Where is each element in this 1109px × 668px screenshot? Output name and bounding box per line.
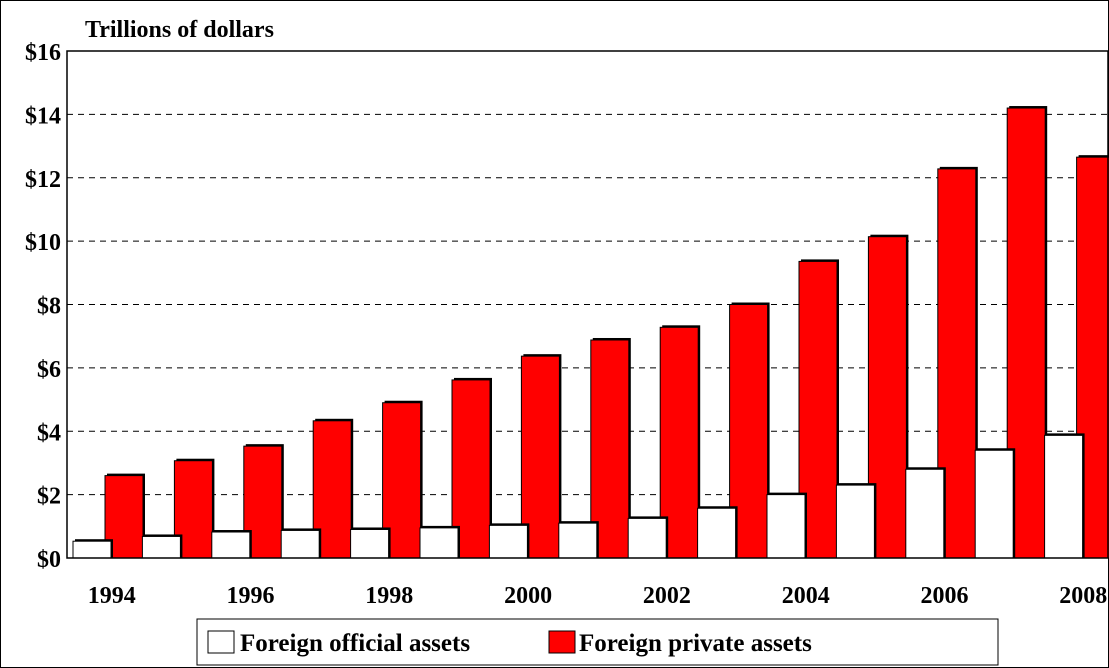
plot-area bbox=[66, 50, 1109, 559]
chart-title: Trillions of dollars bbox=[85, 17, 274, 43]
y-tick-label-2: $4 bbox=[37, 420, 61, 446]
bar-official-2004 bbox=[766, 494, 806, 559]
bar-official-2007 bbox=[974, 449, 1014, 559]
y-tick-label-6: $12 bbox=[25, 167, 61, 193]
bar-official-1994 bbox=[72, 540, 112, 559]
y-tick-label-3: $6 bbox=[37, 357, 61, 383]
y-tick-label-0: $0 bbox=[37, 547, 61, 573]
legend-swatch-official bbox=[207, 630, 235, 654]
y-tick-label-4: $8 bbox=[37, 294, 61, 320]
y-tick-label-7: $14 bbox=[25, 103, 61, 129]
bar-official-2003 bbox=[697, 507, 737, 559]
legend-label-private: Foreign private assets bbox=[579, 630, 812, 657]
x-tick-label-2006: 2006 bbox=[921, 583, 969, 609]
bar-official-1997 bbox=[280, 529, 320, 559]
x-tick-label-2004: 2004 bbox=[782, 583, 830, 609]
legend-box bbox=[196, 618, 999, 666]
bar-official-1996 bbox=[211, 531, 251, 559]
legend-swatch-private bbox=[548, 630, 576, 654]
bar-official-2000 bbox=[488, 524, 528, 559]
bars bbox=[72, 106, 1109, 559]
y-tick-label-1: $2 bbox=[37, 484, 61, 510]
y-tick-label-5: $10 bbox=[25, 230, 61, 256]
x-axis-ticks: 1994 1996 1998 2000 2002 2004 2006 2008 bbox=[88, 583, 1108, 609]
x-tick-label-1996: 1996 bbox=[227, 583, 275, 609]
bar-official-2008 bbox=[1044, 434, 1084, 559]
bar-official-1998 bbox=[350, 528, 390, 559]
legend: Foreign official assets Foreign private … bbox=[196, 618, 999, 666]
bar-official-2006 bbox=[905, 468, 945, 559]
legend-label-official: Foreign official assets bbox=[240, 630, 470, 657]
x-tick-label-1998: 1998 bbox=[365, 583, 413, 609]
x-tick-label-2000: 2000 bbox=[504, 583, 552, 609]
bar-official-1999 bbox=[419, 527, 459, 559]
bar-official-2001 bbox=[558, 522, 598, 559]
bar-official-2005 bbox=[835, 484, 875, 559]
x-tick-label-1994: 1994 bbox=[88, 583, 136, 609]
x-tick-label-2002: 2002 bbox=[643, 583, 691, 609]
x-tick-label-2008: 2008 bbox=[1059, 583, 1107, 609]
y-axis-ticks: $0 $2 $4 $6 $8 $10 $12 $14 $16 bbox=[25, 40, 61, 573]
bar-official-1995 bbox=[141, 535, 181, 559]
bar-official-2002 bbox=[627, 517, 667, 559]
gridlines bbox=[67, 113, 1108, 496]
y-tick-label-8: $16 bbox=[25, 40, 61, 66]
